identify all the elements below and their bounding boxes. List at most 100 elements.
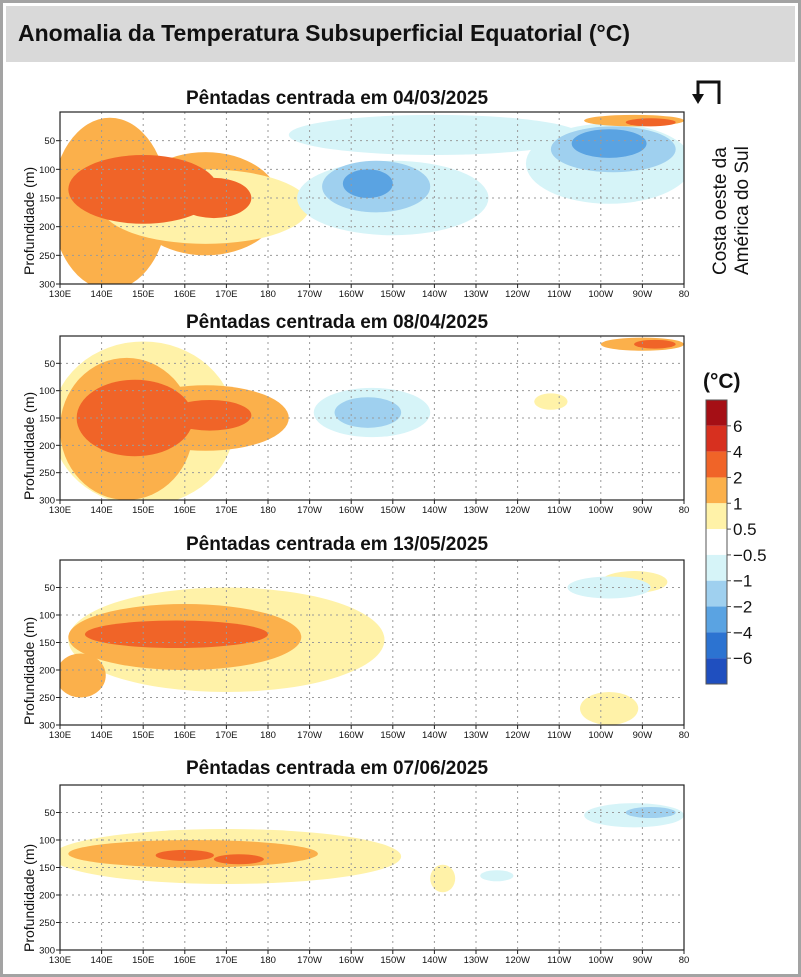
y-tick-label: 300	[39, 496, 55, 507]
panel-title-2: Pêntadas centrada em 08/04/2025	[186, 312, 489, 333]
colorbar-swatch	[706, 451, 727, 478]
anomaly-contour-6	[625, 807, 676, 818]
y-tick-label: 50	[44, 808, 55, 819]
anomaly-contour-9	[634, 339, 676, 349]
corner-arrow-icon	[692, 80, 721, 104]
panel-title-4: Pêntadas centrada em 07/06/2025	[186, 758, 489, 779]
main-title: Anomalia da Temperatura Subsuperficial E…	[18, 20, 631, 46]
colorbar-swatch	[706, 477, 727, 504]
anomaly-field	[60, 803, 684, 893]
y-tick-label: 250	[39, 693, 55, 704]
y-tick-label: 300	[39, 280, 55, 291]
colorbar-label: −2	[733, 598, 752, 617]
y-tick-label: 150	[39, 194, 55, 205]
y-tick-label: 200	[39, 222, 55, 233]
colorbar-label: −0.5	[733, 546, 767, 565]
x-tick-label: 150E	[132, 955, 154, 966]
colorbar-label: 6	[733, 417, 742, 436]
colorbar-label: −4	[733, 623, 752, 642]
x-tick-label: 110W	[547, 730, 571, 741]
x-tick-label: 100W	[588, 289, 613, 300]
colorbar-swatch	[706, 529, 727, 555]
anomaly-contour-12	[571, 129, 647, 158]
anomaly-contour-4	[213, 854, 264, 865]
x-tick-label: 130W	[464, 505, 489, 516]
x-tick-label: 160E	[174, 955, 196, 966]
x-tick-label: 80	[679, 289, 690, 300]
x-tick-label: 180	[260, 955, 276, 966]
y-tick-label: 100	[39, 386, 55, 397]
colorbar-swatch	[706, 503, 727, 530]
anomaly-contour-3	[155, 849, 214, 861]
colorbar-label: 4	[733, 443, 742, 462]
x-tick-label: 170E	[215, 955, 237, 966]
x-tick-label: 120W	[505, 955, 530, 966]
anomaly-contour-4	[60, 653, 106, 698]
y-tick-label: 100	[39, 836, 55, 847]
y-tick-label: 100	[39, 611, 55, 622]
x-tick-label: 100W	[588, 505, 613, 516]
x-tick-label: 140W	[422, 289, 447, 300]
x-tick-label: 90W	[633, 505, 653, 516]
y-tick-label: 50	[44, 359, 55, 370]
x-tick-label: 170W	[297, 289, 322, 300]
anomaly-contour-5	[176, 177, 252, 219]
x-tick-label: 80	[679, 730, 690, 741]
anomaly-contour-6	[567, 576, 651, 599]
x-tick-label: 130W	[464, 730, 489, 741]
x-tick-label: 130W	[464, 955, 489, 966]
anomaly-field	[60, 571, 668, 725]
x-tick-label: 160E	[174, 505, 196, 516]
y-tick-label: 250	[39, 251, 55, 262]
x-tick-label: 110W	[547, 955, 571, 966]
x-tick-label: 130E	[49, 289, 71, 300]
colorbar: 6 4 2 1 0.5 −0.5 −1 −2 −4 −6	[705, 399, 767, 685]
x-tick-label: 140E	[91, 730, 113, 741]
x-tick-label: 140W	[422, 955, 447, 966]
colorbar-swatch	[706, 425, 727, 452]
x-tick-label: 120W	[505, 289, 530, 300]
y-tick-label: 100	[39, 165, 55, 176]
x-tick-label: 180	[260, 289, 276, 300]
y-tick-label: 300	[39, 946, 55, 957]
x-tick-label: 170E	[215, 289, 237, 300]
x-tick-label: 170E	[215, 505, 237, 516]
panel-title-3: Pêntadas centrada em 13/05/2025	[186, 534, 489, 555]
plot-border	[59, 111, 685, 285]
x-tick-label: 80	[679, 505, 690, 516]
colorbar-label: −1	[733, 572, 752, 591]
x-tick-label: 160E	[174, 730, 196, 741]
title-bar	[6, 6, 795, 62]
x-tick-label: 160W	[339, 955, 364, 966]
panel-2: 130E 140E 150E 160E 170E 180 170W 160W 150W 140W 1…	[39, 335, 690, 516]
x-tick-label: 140E	[91, 505, 113, 516]
anomaly-contour-10	[534, 393, 568, 410]
x-tick-label: 170W	[297, 505, 322, 516]
x-tick-label: 120W	[505, 730, 530, 741]
y-tick-label: 50	[44, 136, 55, 147]
x-tick-label: 80	[679, 955, 690, 966]
colorbar-border	[705, 399, 728, 685]
x-tick-label: 130E	[49, 730, 71, 741]
x-tick-label: 110W	[547, 505, 571, 516]
x-tick-label: 90W	[633, 289, 653, 300]
x-tick-label: 160W	[339, 730, 364, 741]
anomaly-contour-8	[480, 870, 514, 882]
panel-title-1: Pêntadas centrada em 04/03/2025	[186, 88, 489, 109]
plot-border	[59, 784, 685, 951]
anomaly-contour-5	[168, 399, 252, 431]
x-tick-label: 130E	[49, 505, 71, 516]
x-tick-label: 160E	[174, 289, 196, 300]
x-tick-label: 120W	[505, 505, 530, 516]
x-tick-label: 90W	[633, 955, 653, 966]
colorbar-title: (°C)	[703, 370, 741, 393]
colorbar-swatch	[706, 606, 727, 633]
anomaly-contour-9	[342, 169, 393, 199]
x-tick-label: 170E	[215, 730, 237, 741]
x-tick-label: 140E	[91, 289, 113, 300]
anomaly-contour-7	[430, 864, 456, 893]
y-tick-label: 250	[39, 918, 55, 929]
x-tick-label: 140W	[422, 505, 447, 516]
x-tick-label: 100W	[588, 955, 613, 966]
